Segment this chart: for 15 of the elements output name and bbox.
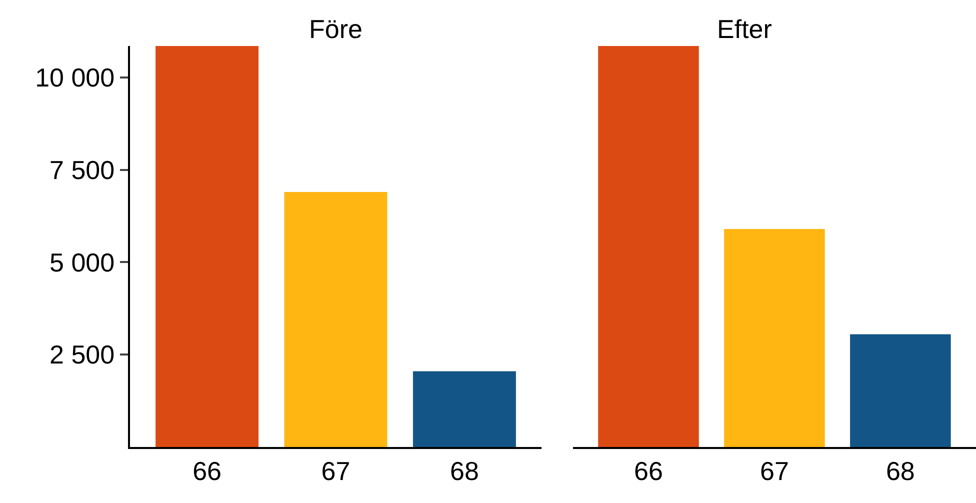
x-tick-label: 67 bbox=[321, 456, 350, 486]
bar bbox=[156, 46, 259, 447]
x-tick-label: 68 bbox=[886, 456, 915, 486]
x-tick-label: 66 bbox=[192, 456, 222, 486]
y-tick-label: 10 000 bbox=[35, 62, 115, 93]
y-tick-label: 2 500 bbox=[50, 340, 115, 370]
y-tick-label: 5 000 bbox=[50, 247, 115, 278]
x-tick-label: 68 bbox=[450, 456, 479, 486]
bar bbox=[412, 371, 516, 447]
x-tick-label: 66 bbox=[634, 456, 663, 486]
bar bbox=[284, 192, 388, 447]
chart-title: Efter bbox=[717, 14, 772, 44]
chart-title: Före bbox=[309, 14, 362, 44]
y-tick-label: 7 500 bbox=[50, 154, 115, 185]
x-tick-label: 67 bbox=[760, 456, 789, 486]
